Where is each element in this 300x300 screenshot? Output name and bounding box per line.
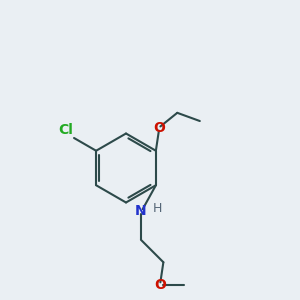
Text: O: O xyxy=(153,121,165,135)
Text: N: N xyxy=(135,204,147,218)
Text: O: O xyxy=(154,278,166,292)
Text: H: H xyxy=(153,202,162,215)
Text: Cl: Cl xyxy=(58,123,73,137)
